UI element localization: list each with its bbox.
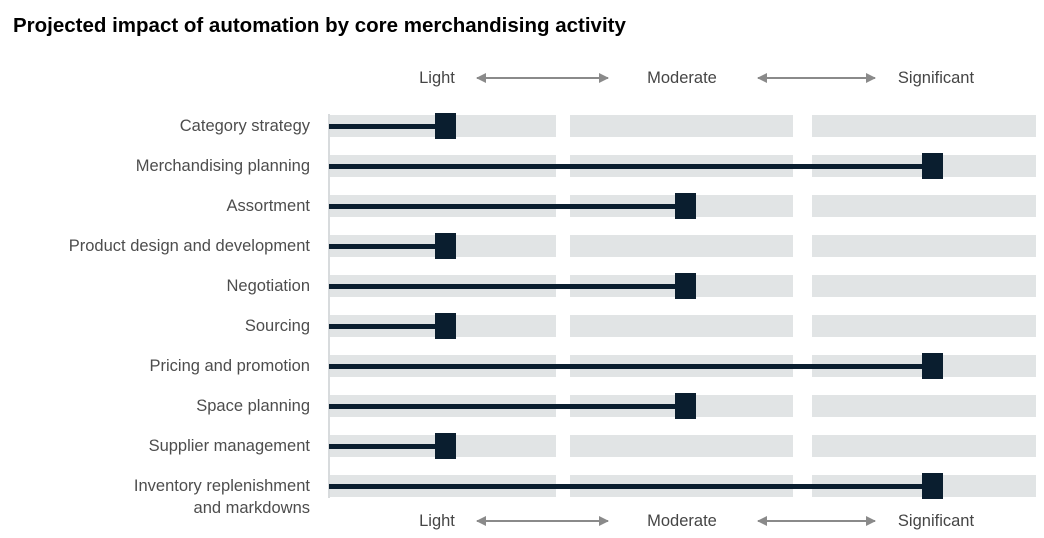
scale-label-moderate: Moderate — [647, 69, 717, 87]
category-label: Merchandising planning — [135, 157, 310, 175]
scale-band-significant — [812, 395, 1036, 417]
scale-header-bottom: Light Moderate Significant — [0, 510, 1044, 532]
impact-stem — [329, 283, 685, 289]
impact-marker — [675, 193, 696, 219]
chart-row: Negotiation — [0, 266, 1044, 306]
chart-row: Space planning — [0, 386, 1044, 426]
category-label: Negotiation — [226, 277, 310, 295]
category-label: Sourcing — [244, 317, 310, 335]
impact-marker — [435, 113, 456, 139]
chart-row: Category strategy — [0, 106, 1044, 146]
category-label: Space planning — [196, 397, 310, 415]
double-arrow-icon — [476, 73, 609, 82]
scale-label-light: Light — [419, 69, 455, 87]
scale-band-moderate — [570, 115, 793, 137]
impact-marker — [675, 273, 696, 299]
impact-marker — [435, 433, 456, 459]
category-label: Product design and development — [68, 237, 310, 255]
chart-row: Merchandising planning — [0, 146, 1044, 186]
category-label: Assortment — [226, 197, 310, 215]
impact-stem — [329, 243, 445, 249]
scale-band-significant — [812, 235, 1036, 257]
impact-marker — [675, 393, 696, 419]
scale-band-moderate — [570, 435, 793, 457]
scale-band-moderate — [570, 315, 793, 337]
scale-band-moderate — [570, 235, 793, 257]
scale-header-top: Light Moderate Significant — [0, 67, 1044, 89]
baseline-axis — [328, 114, 330, 498]
chart-row: Assortment — [0, 186, 1044, 226]
category-label: Supplier management — [148, 437, 310, 455]
scale-label-significant: Significant — [897, 512, 975, 530]
category-label: Pricing and promotion — [149, 357, 310, 375]
impact-stem — [329, 323, 445, 329]
impact-stem — [329, 443, 445, 449]
chart-row: Supplier management — [0, 426, 1044, 466]
scale-label-moderate: Moderate — [647, 512, 717, 530]
impact-stem — [329, 203, 685, 209]
chart-row: Pricing and promotion — [0, 346, 1044, 386]
scale-band-significant — [812, 315, 1036, 337]
double-arrow-icon — [476, 516, 609, 525]
impact-marker — [922, 473, 943, 499]
double-arrow-icon — [757, 516, 876, 525]
impact-stem — [329, 163, 932, 169]
category-label: Inventory replenishment and markdowns — [133, 477, 310, 517]
impact-stem — [329, 483, 932, 489]
scale-band-significant — [812, 115, 1036, 137]
impact-marker — [922, 353, 943, 379]
impact-stem — [329, 403, 685, 409]
scale-label-light: Light — [419, 512, 455, 530]
impact-marker — [922, 153, 943, 179]
impact-marker — [435, 313, 456, 339]
scale-label-significant: Significant — [897, 69, 975, 87]
chart-row: Inventory replenishment and markdowns — [0, 466, 1044, 517]
category-label: Category strategy — [179, 117, 310, 135]
scale-band-significant — [812, 435, 1036, 457]
chart-title: Projected impact of automation by core m… — [13, 14, 626, 37]
chart-row: Sourcing — [0, 306, 1044, 346]
impact-stem — [329, 363, 932, 369]
chart-row: Product design and development — [0, 226, 1044, 266]
scale-band-significant — [812, 275, 1036, 297]
impact-stem — [329, 123, 445, 129]
scale-band-significant — [812, 195, 1036, 217]
impact-marker — [435, 233, 456, 259]
double-arrow-icon — [757, 73, 876, 82]
